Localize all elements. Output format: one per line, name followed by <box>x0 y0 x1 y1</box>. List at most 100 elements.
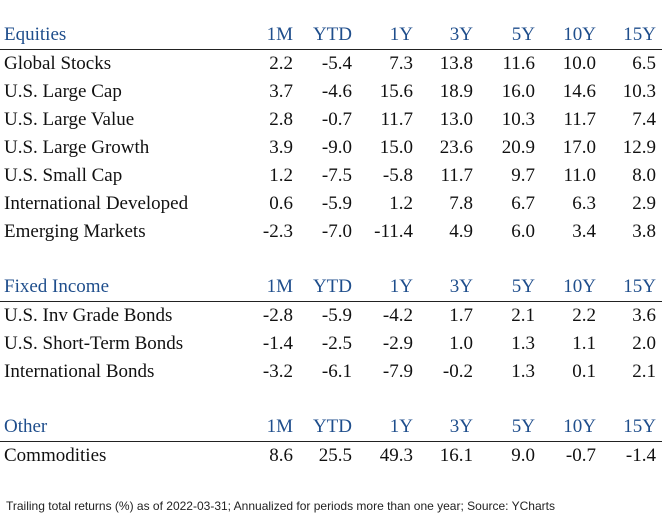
cell-10y: 11.0 <box>563 165 596 186</box>
column-header-1y: 1Y <box>389 24 413 45</box>
cell-5y: 1.3 <box>511 361 535 382</box>
cell-3y: 16.1 <box>439 445 473 466</box>
row-label: Commodities <box>4 445 107 466</box>
column-header-ytd: YTD <box>312 416 352 437</box>
row-label: Emerging Markets <box>4 221 146 242</box>
row-label: U.S. Short-Term Bonds <box>4 333 184 354</box>
cell-15y: -1.4 <box>625 445 656 466</box>
cell-1m: 2.8 <box>269 109 293 130</box>
column-header-10y: 10Y <box>563 416 596 437</box>
cell-3y: 1.0 <box>449 333 473 354</box>
cell-10y: 2.2 <box>572 305 596 326</box>
cell-15y: 2.1 <box>632 361 656 382</box>
table-row: U.S. Large Cap 3.7 -4.6 15.6 18.9 16.0 1… <box>0 78 662 106</box>
cell-1m: -1.4 <box>262 333 293 354</box>
table-row: Global Stocks 2.2 -5.4 7.3 13.8 11.6 10.… <box>0 50 662 78</box>
column-header-15y: 15Y <box>623 416 656 437</box>
cell-ytd: 25.5 <box>318 445 352 466</box>
fixed-income-section: Fixed Income 1M YTD 1Y 3Y 5Y 10Y 15Y U.S… <box>0 273 662 386</box>
cell-15y: 10.3 <box>622 81 656 102</box>
table-row: U.S. Large Growth 3.9 -9.0 15.0 23.6 20.… <box>0 134 662 162</box>
cell-ytd: -2.5 <box>321 333 352 354</box>
section-header: Other 1M YTD 1Y 3Y 5Y 10Y 15Y <box>0 413 662 442</box>
cell-1m: -2.8 <box>262 305 293 326</box>
row-label: U.S. Large Growth <box>4 137 150 158</box>
table-row: U.S. Short-Term Bonds -1.4 -2.5 -2.9 1.0… <box>0 330 662 358</box>
cell-3y: 18.9 <box>439 81 473 102</box>
cell-3y: 23.6 <box>439 137 473 158</box>
column-header-5y: 5Y <box>511 276 535 297</box>
cell-ytd: -5.4 <box>321 53 352 74</box>
cell-1y: 49.3 <box>379 445 413 466</box>
cell-1m: -3.2 <box>262 361 293 382</box>
cell-15y: 3.8 <box>632 221 656 242</box>
column-header-5y: 5Y <box>511 24 535 45</box>
column-header-10y: 10Y <box>563 276 596 297</box>
table-row: U.S. Small Cap 1.2 -7.5 -5.8 11.7 9.7 11… <box>0 162 662 190</box>
cell-5y: 20.9 <box>501 137 535 158</box>
cell-ytd: -9.0 <box>321 137 352 158</box>
section-title: Equities <box>4 24 67 45</box>
cell-10y: 10.0 <box>562 53 596 74</box>
column-header-15y: 15Y <box>623 24 656 45</box>
cell-3y: 13.0 <box>439 109 473 130</box>
column-header-3y: 3Y <box>449 276 473 297</box>
cell-5y: 6.0 <box>511 221 535 242</box>
cell-5y: 10.3 <box>501 109 535 130</box>
cell-1m: -2.3 <box>262 221 293 242</box>
cell-3y: 13.8 <box>439 53 473 74</box>
column-header-3y: 3Y <box>449 416 473 437</box>
cell-5y: 16.0 <box>501 81 535 102</box>
row-label: International Developed <box>4 193 189 214</box>
cell-15y: 2.9 <box>632 193 656 214</box>
cell-15y: 3.6 <box>632 305 656 326</box>
cell-3y: -0.2 <box>442 361 473 382</box>
cell-1m: 0.6 <box>269 193 293 214</box>
cell-ytd: -6.1 <box>321 361 352 382</box>
cell-3y: 4.9 <box>449 221 473 242</box>
section-header: Equities 1M YTD 1Y 3Y 5Y 10Y 15Y <box>0 21 662 50</box>
column-header-1y: 1Y <box>389 276 413 297</box>
cell-10y: 3.4 <box>572 221 596 242</box>
cell-5y: 9.7 <box>511 165 535 186</box>
column-header-ytd: YTD <box>312 24 352 45</box>
table-row: U.S. Inv Grade Bonds -2.8 -5.9 -4.2 1.7 … <box>0 302 662 330</box>
cell-3y: 7.8 <box>449 193 473 214</box>
cell-5y: 9.0 <box>511 445 535 466</box>
cell-10y: -0.7 <box>565 445 596 466</box>
cell-10y: 0.1 <box>572 361 596 382</box>
table-row: International Bonds -3.2 -6.1 -7.9 -0.2 … <box>0 358 662 386</box>
cell-1y: -4.2 <box>382 305 413 326</box>
cell-ytd: -5.9 <box>321 193 352 214</box>
cell-15y: 2.0 <box>632 333 656 354</box>
row-label: U.S. Small Cap <box>4 165 123 186</box>
section-title: Fixed Income <box>4 276 110 297</box>
cell-15y: 6.5 <box>632 53 656 74</box>
cell-3y: 11.7 <box>440 165 473 186</box>
cell-1m: 3.9 <box>269 137 293 158</box>
cell-1y: -5.8 <box>382 165 413 186</box>
row-label: International Bonds <box>4 361 155 382</box>
cell-10y: 14.6 <box>562 81 596 102</box>
cell-15y: 7.4 <box>632 109 656 130</box>
cell-10y: 17.0 <box>562 137 596 158</box>
table-row: International Developed 0.6 -5.9 1.2 7.8… <box>0 190 662 218</box>
row-label: U.S. Inv Grade Bonds <box>4 305 173 326</box>
cell-5y: 1.3 <box>511 333 535 354</box>
column-header-ytd: YTD <box>312 276 352 297</box>
table-row: Commodities 8.6 25.5 49.3 16.1 9.0 -0.7 … <box>0 442 662 470</box>
cell-ytd: -4.6 <box>321 81 352 102</box>
cell-10y: 1.1 <box>572 333 596 354</box>
column-header-1m: 1M <box>266 276 293 297</box>
cell-1y: 15.6 <box>379 81 413 102</box>
section-header: Fixed Income 1M YTD 1Y 3Y 5Y 10Y 15Y <box>0 273 662 302</box>
column-header-15y: 15Y <box>623 276 656 297</box>
cell-ytd: -0.7 <box>321 109 352 130</box>
cell-1m: 1.2 <box>269 165 293 186</box>
cell-ytd: -7.0 <box>321 221 352 242</box>
column-header-5y: 5Y <box>511 416 535 437</box>
cell-1y: 11.7 <box>380 109 413 130</box>
column-header-1m: 1M <box>266 24 293 45</box>
row-label: U.S. Large Value <box>4 109 135 130</box>
cell-1y: -7.9 <box>382 361 413 382</box>
